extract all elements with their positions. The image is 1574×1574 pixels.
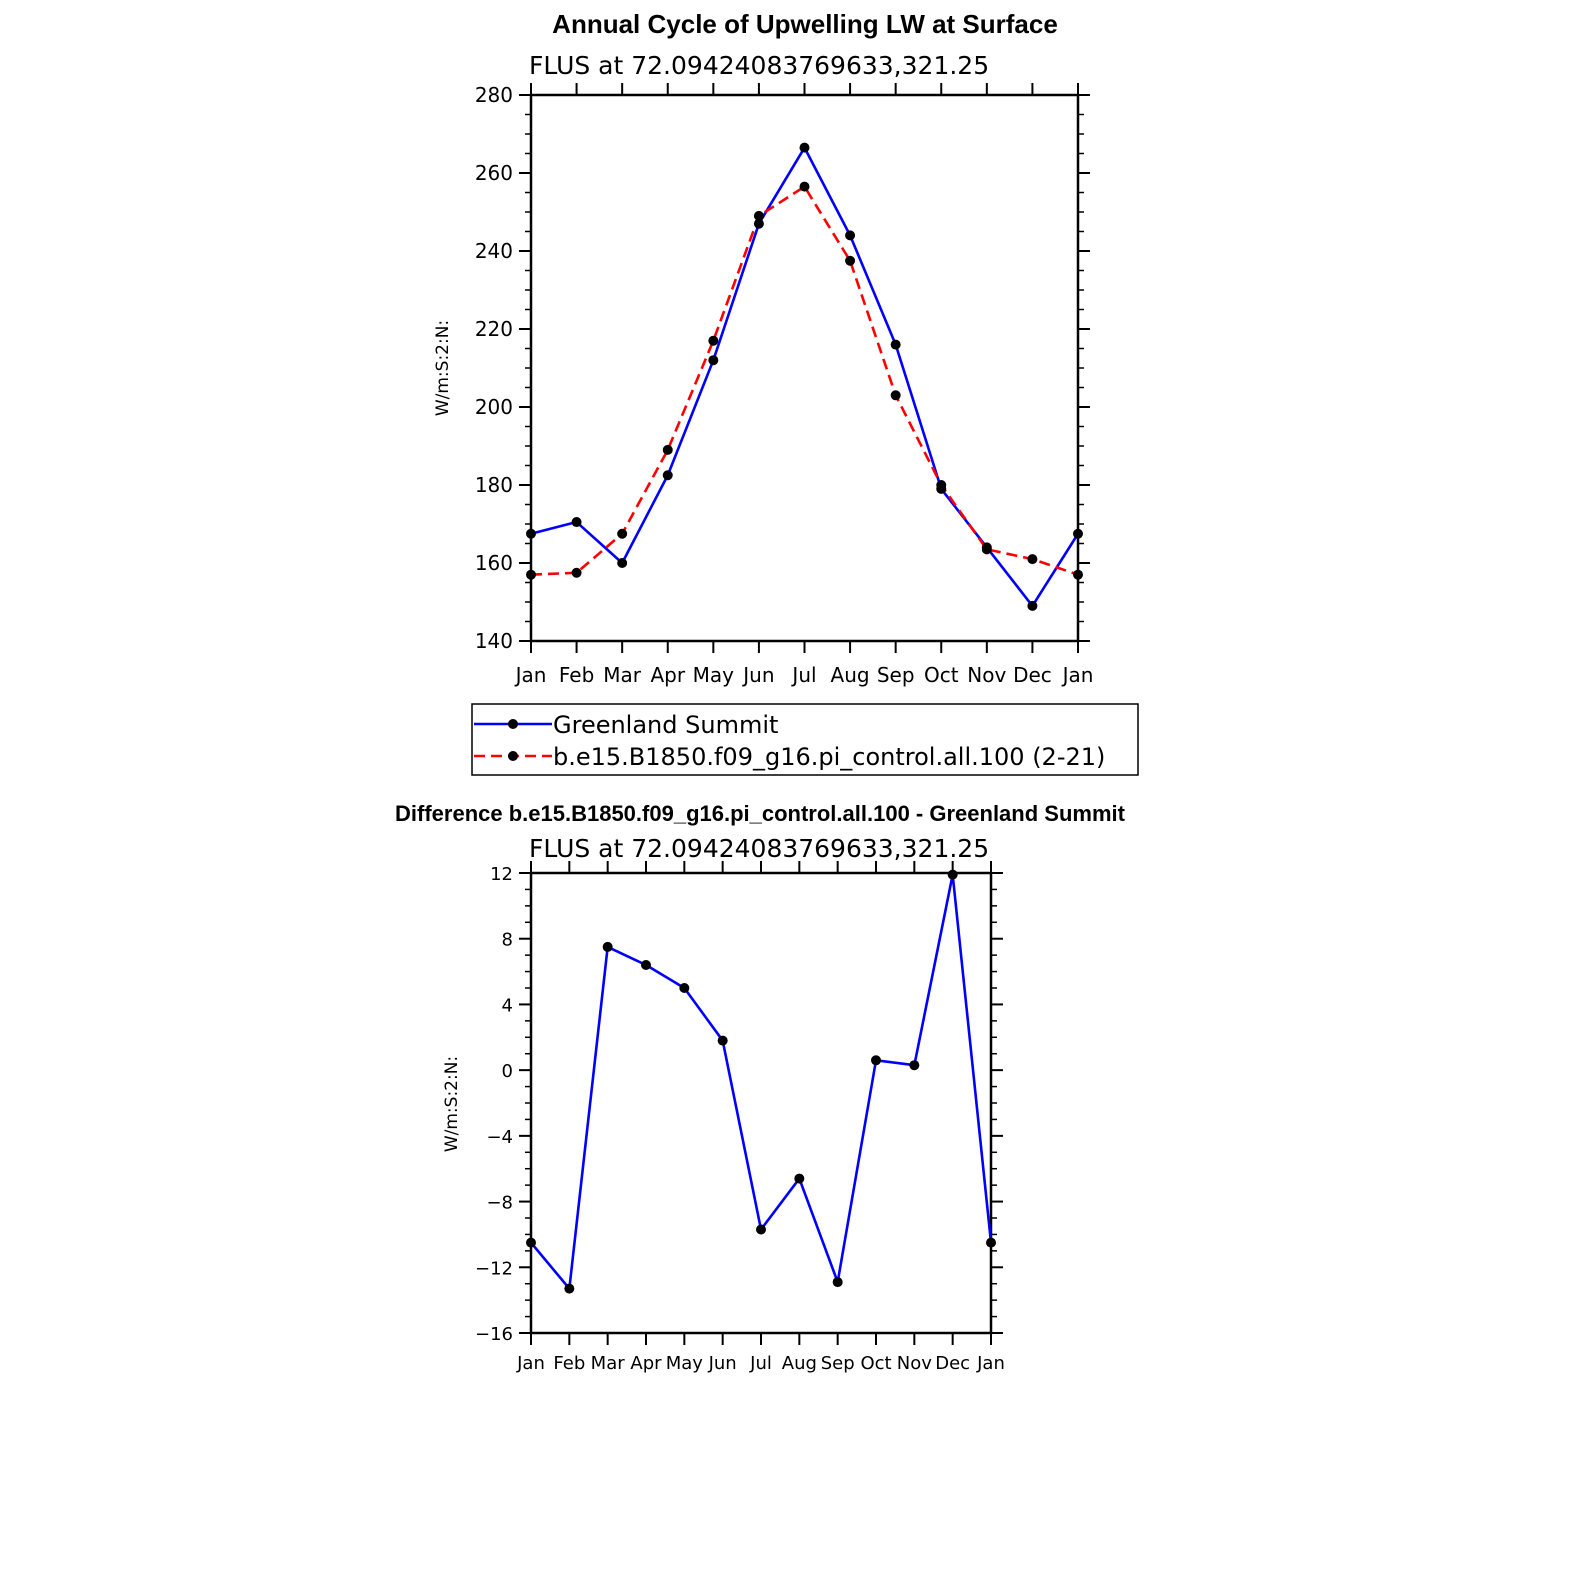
series-marker-0 <box>799 142 810 153</box>
series-marker-1 <box>936 480 947 490</box>
y-tick-label: 4 <box>502 995 513 1016</box>
chart1-legend: Greenland Summit b.e15.B1850.f09_g16.pi_… <box>471 703 1139 776</box>
x-tick-label: Aug <box>782 1353 817 1374</box>
legend-marker-greenland <box>508 719 518 729</box>
series-line-1 <box>530 185 1079 576</box>
chart2-title: Difference b.e15.B1850.f09_g16.pi_contro… <box>395 801 1126 826</box>
series-marker-0 <box>753 218 764 229</box>
series-marker-1 <box>981 544 992 555</box>
x-tick-label: Jan <box>976 1353 1005 1374</box>
series-marker-0 <box>909 1060 920 1071</box>
series-marker-1 <box>845 255 856 266</box>
chart2-plot: −16 −12 −8 −4 0 4 8 12 Jan Feb Mar Apr May Jun Jul Aug S… <box>475 861 1005 1374</box>
series-marker-1 <box>662 444 673 455</box>
y-tick-label: 8 <box>502 930 513 951</box>
plot-frame <box>529 871 993 1335</box>
y-tick-label: 200 <box>475 395 513 419</box>
y-tick-label: 220 <box>475 317 513 341</box>
chart1-title: Annual Cycle of Upwelling LW at Surface <box>552 9 1058 39</box>
x-tick-label: May <box>666 1353 704 1374</box>
legend-marker-model <box>508 751 518 761</box>
series-marker-0 <box>717 1035 728 1046</box>
x-tick-label: Apr <box>650 663 685 687</box>
y-tick-label: 180 <box>475 473 513 497</box>
x-tick-label: Jun <box>741 663 774 687</box>
x-tick-label: Dec <box>935 1353 970 1374</box>
x-tick-label: Aug <box>831 663 870 687</box>
y-tick-label: −8 <box>486 1193 513 1214</box>
x-tick-label: Dec <box>1013 663 1052 687</box>
series-marker-1 <box>890 390 901 401</box>
series-marker-0 <box>1027 600 1038 611</box>
x-tick-label: Oct <box>924 663 959 687</box>
y-tick-label: −12 <box>475 1258 513 1279</box>
series-marker-0 <box>756 1224 766 1235</box>
x-tick-label: Jun <box>708 1353 737 1374</box>
series-marker-0 <box>832 1277 843 1288</box>
x-tick-label: Jul <box>749 1353 772 1374</box>
y-tick-label: 140 <box>475 629 513 653</box>
series-marker-0 <box>708 355 719 366</box>
y-tick-label: 0 <box>502 1061 513 1082</box>
series-marker-1 <box>1073 569 1083 580</box>
x-tick-label: May <box>693 663 735 687</box>
x-tick-label: Jan <box>1061 663 1094 687</box>
series-marker-0 <box>845 230 856 241</box>
x-tick-label: Jan <box>516 1353 545 1374</box>
legend-label-greenland: Greenland Summit <box>553 711 778 739</box>
series-marker-0 <box>602 941 613 952</box>
series-marker-0 <box>564 1283 575 1294</box>
y-tick-label: 260 <box>475 161 513 185</box>
series-marker-0 <box>641 960 651 970</box>
chart1-ylabel: W/m:S:2:N: <box>433 320 453 416</box>
series-marker-0 <box>571 517 582 528</box>
series-marker-0 <box>526 528 536 539</box>
series-marker-0 <box>1073 528 1083 539</box>
x-tick-label: Apr <box>630 1353 662 1374</box>
series-marker-1 <box>799 181 810 192</box>
x-tick-label: Jul <box>790 663 816 687</box>
x-tick-label: Nov <box>897 1353 932 1374</box>
legend-box <box>471 703 1139 776</box>
series-marker-0 <box>662 470 673 481</box>
chart2-ylabel: W/m:S:2:N: <box>442 1056 462 1152</box>
y-tick-label: 12 <box>490 864 513 885</box>
x-tick-label: Mar <box>603 663 642 687</box>
y-tick-label: −16 <box>475 1324 513 1345</box>
series-marker-0 <box>947 869 958 880</box>
series-marker-0 <box>986 1237 996 1248</box>
x-tick-label: Sep <box>821 1353 855 1374</box>
series-marker-1 <box>1027 554 1038 565</box>
series-marker-0 <box>794 1173 805 1184</box>
series-marker-1 <box>617 528 628 539</box>
y-tick-label: 240 <box>475 239 513 263</box>
series-marker-0 <box>890 339 901 350</box>
x-tick-label: Oct <box>860 1353 891 1374</box>
x-tick-label: Feb <box>559 663 594 687</box>
chart2-subtitle: FLUS at 72.09424083769633,321.25 <box>529 834 989 863</box>
series-marker-0 <box>679 983 690 993</box>
y-tick-label: −4 <box>486 1127 513 1148</box>
y-tick-label: 160 <box>475 551 513 575</box>
series-marker-1 <box>708 335 719 346</box>
x-tick-label: Mar <box>591 1353 626 1374</box>
series-marker-0 <box>871 1055 881 1066</box>
legend-label-model: b.e15.B1850.f09_g16.pi_control.all.100 (… <box>553 743 1105 771</box>
series-line-0 <box>530 146 1080 608</box>
series-marker-0 <box>617 558 628 568</box>
series-marker-1 <box>571 567 582 578</box>
x-tick-label: Jan <box>514 663 547 687</box>
y-tick-label: 280 <box>475 83 513 107</box>
x-tick-label: Nov <box>967 663 1006 687</box>
series-marker-0 <box>526 1237 536 1248</box>
series-marker-1 <box>526 569 536 580</box>
chart1-subtitle: FLUS at 72.09424083769633,321.25 <box>529 51 989 80</box>
series-marker-1 <box>753 210 764 221</box>
x-tick-label: Sep <box>877 663 915 687</box>
x-tick-label: Feb <box>553 1353 585 1374</box>
